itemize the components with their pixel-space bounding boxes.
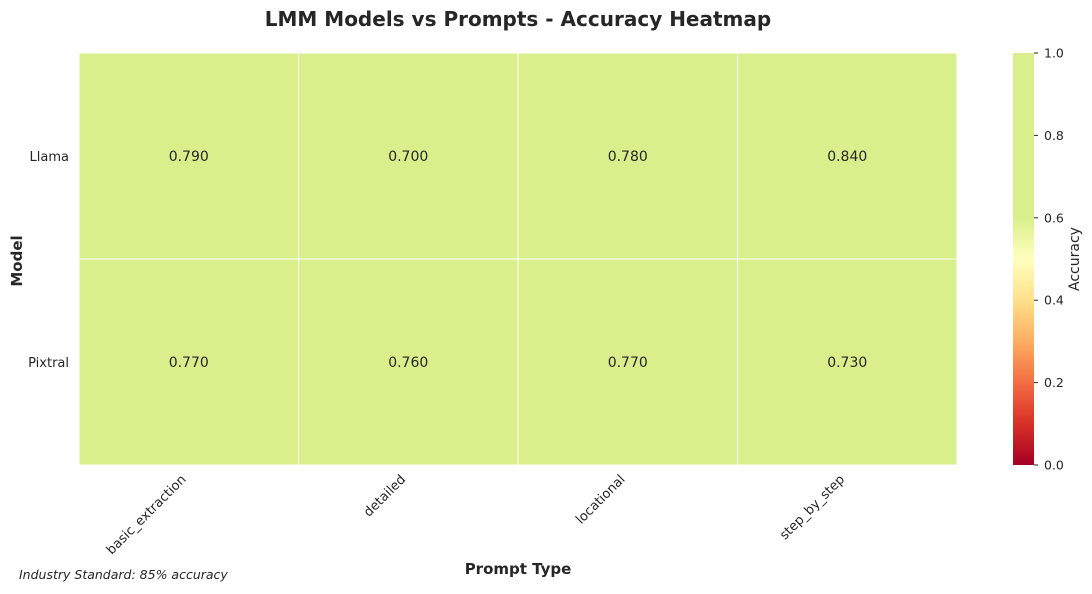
colorbar-label: Accuracy	[1067, 227, 1083, 291]
cell-value-label: 0.840	[827, 149, 867, 165]
footnote: Industry Standard: 85% accuracy	[19, 567, 228, 582]
heatmap-cell	[737, 258, 958, 466]
cell-value-label: 0.780	[608, 149, 648, 165]
x-tick-label: basic_extraction	[104, 472, 190, 558]
heatmap-cell	[517, 258, 738, 466]
heatmap-cell	[517, 52, 738, 260]
heatmap-cell	[737, 52, 958, 260]
x-tick-label: locational	[573, 472, 628, 527]
colorbar-tick-label: 0.0	[1044, 458, 1064, 473]
y-tick-label: Pixtral	[28, 356, 69, 371]
heatmap-cell	[298, 52, 519, 260]
colorbar-tick-label: 0.6	[1044, 210, 1064, 225]
cell-value-label: 0.790	[169, 149, 209, 165]
colorbar-tick-label: 0.8	[1044, 128, 1064, 143]
colorbar-tick-label: 0.2	[1044, 375, 1064, 390]
heatmap-cell	[298, 258, 519, 466]
cell-value-label: 0.770	[169, 355, 209, 371]
cell-value-label: 0.770	[608, 355, 648, 371]
x-axis-label: Prompt Type	[465, 560, 572, 578]
y-tick-label: Llama	[30, 150, 69, 165]
colorbar	[1013, 53, 1034, 465]
y-axis-label: Model	[8, 235, 26, 286]
heatmap-cell	[78, 258, 299, 466]
x-tick-label: step_by_step	[777, 472, 848, 543]
chart-title: LMM Models vs Prompts - Accuracy Heatmap	[265, 7, 771, 31]
colorbar-tick-label: 1.0	[1044, 46, 1064, 61]
x-tick-label: detailed	[361, 472, 409, 520]
heatmap-cell	[78, 52, 299, 260]
cell-value-label: 0.730	[827, 355, 867, 371]
cell-value-label: 0.760	[388, 355, 428, 371]
cell-value-label: 0.700	[388, 149, 428, 165]
colorbar-tick-label: 0.4	[1044, 293, 1064, 308]
